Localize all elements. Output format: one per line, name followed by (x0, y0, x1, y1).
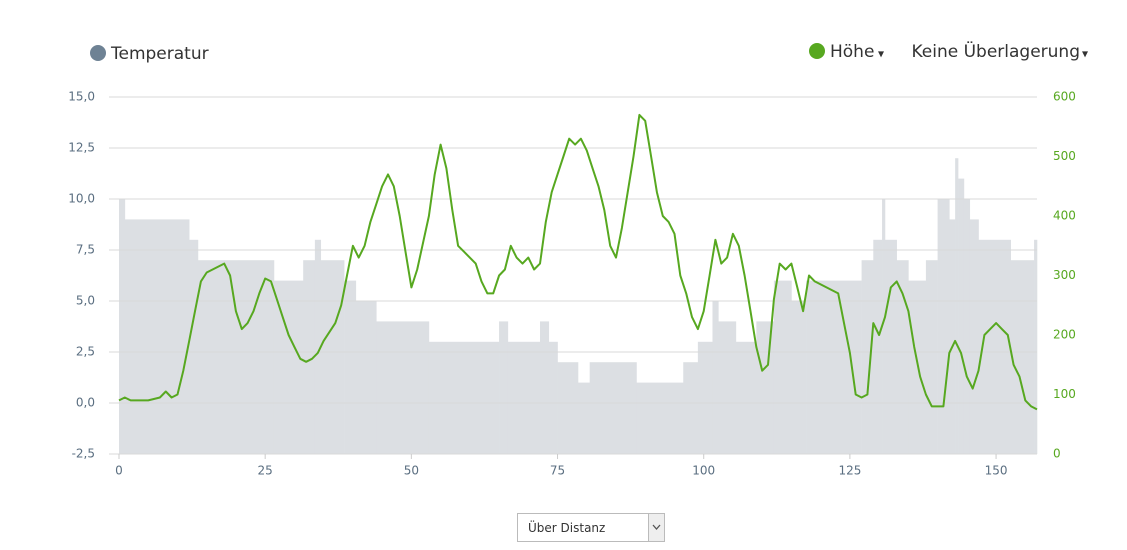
temperature-step (712, 301, 719, 454)
temperature-step (718, 321, 737, 454)
temperature-step (124, 219, 190, 454)
x-tick-label: 150 (985, 464, 1008, 478)
temperature-step (958, 178, 965, 454)
y2-tick-label: 500 (1053, 149, 1076, 163)
x-tick-label: 125 (838, 464, 861, 478)
y2-tick-label: 0 (1053, 447, 1061, 461)
temperature-step (896, 260, 909, 454)
temperature-step (320, 260, 345, 454)
elevation-line (118, 113, 1038, 411)
temperature-step (697, 341, 713, 454)
temperature-step (119, 199, 126, 454)
temperature-step (955, 158, 959, 454)
temperature-step (1010, 260, 1035, 454)
temperature-step (507, 341, 541, 454)
temperature-step (806, 280, 862, 454)
y2-tick-label: 400 (1053, 209, 1076, 223)
temperature-step (499, 321, 509, 454)
temperature-step (344, 280, 357, 454)
temperature-step (1034, 239, 1038, 454)
y-tick-label: 5,0 (76, 294, 95, 308)
temperature-step (636, 382, 684, 454)
legend-caret: ▾ (878, 47, 884, 61)
y-tick-label: 0,0 (76, 396, 95, 410)
y-tick-label: 10,0 (68, 192, 95, 206)
y-tick-label: 2,5 (76, 345, 95, 359)
temperature-step (969, 219, 979, 454)
x-mode-select[interactable]: Über Distanz (517, 513, 665, 542)
temperature-step (355, 301, 377, 454)
temperature-step (756, 321, 775, 454)
temperature-step (303, 260, 316, 454)
legend-label: Höhe (830, 42, 874, 62)
legend-marker (809, 43, 825, 59)
temperature-step (884, 239, 897, 454)
legend-marker (90, 45, 106, 61)
temperature-step (861, 260, 874, 454)
temperature-step (548, 341, 558, 454)
x-tick-label: 0 (115, 464, 123, 478)
temperature-step (589, 362, 637, 454)
temperature-step (963, 199, 971, 454)
y2-tick-label: 200 (1053, 328, 1076, 342)
x-tick-label: 25 (258, 464, 273, 478)
temperature-step (273, 280, 304, 454)
select-arrow (648, 514, 664, 541)
legend-label: Temperatur (110, 44, 209, 64)
temperature-step (735, 341, 757, 454)
temperature-step (238, 260, 275, 454)
overlay-menu[interactable]: Keine Überlagerung (911, 40, 1080, 62)
x-tick-label: 75 (550, 464, 565, 478)
temperature-step (683, 362, 699, 454)
temperature-step (937, 199, 950, 454)
y2-tick-label: 600 (1053, 90, 1076, 104)
temperature-step (578, 382, 590, 454)
x-tick-label: 50 (404, 464, 419, 478)
temperature-step (557, 362, 579, 454)
temperature-step (314, 239, 322, 454)
temperature-step (949, 219, 956, 454)
temperature-step (873, 239, 883, 454)
arrow-icon (652, 524, 661, 530)
temperature-step (539, 321, 550, 454)
temperature-step (882, 199, 886, 454)
y2-tick-label: 300 (1053, 268, 1076, 282)
temperature-step (189, 239, 199, 454)
y-tick-label: 15,0 (68, 90, 95, 104)
select-label: Über Distanz (528, 521, 606, 535)
temperature-step (773, 280, 792, 454)
overlay-caret: ▾ (1082, 47, 1088, 61)
y-tick-label: 7,5 (76, 243, 95, 257)
temperature-step (376, 321, 430, 454)
x-tick-label: 100 (692, 464, 715, 478)
temperature-step (978, 239, 1011, 454)
temperature-step (925, 260, 938, 454)
temperature-step (791, 301, 807, 454)
y-tick-label: -2,5 (72, 447, 95, 461)
y2-tick-label: 100 (1053, 387, 1076, 401)
y-tick-label: 12,5 (68, 141, 95, 155)
temperature-step (428, 341, 500, 454)
